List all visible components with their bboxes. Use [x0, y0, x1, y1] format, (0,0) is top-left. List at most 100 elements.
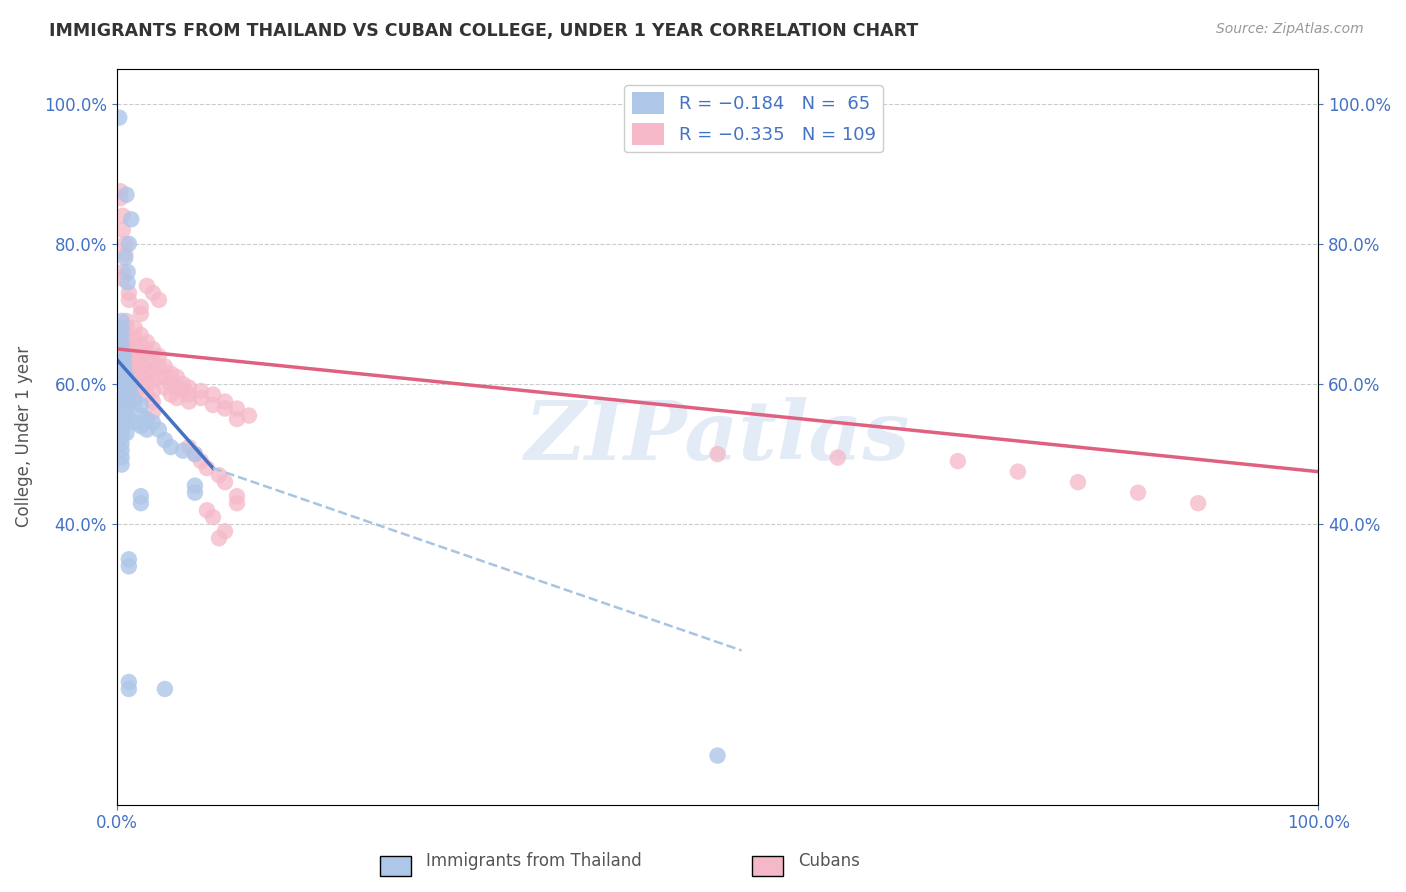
Point — [177, 380, 200, 394]
Point — [124, 363, 146, 377]
Point — [118, 559, 141, 574]
Point — [115, 342, 138, 356]
Point — [115, 334, 138, 349]
Point — [124, 342, 146, 356]
Point — [129, 349, 152, 363]
Point — [115, 391, 138, 405]
Text: IMMIGRANTS FROM THAILAND VS CUBAN COLLEGE, UNDER 1 YEAR CORRELATION CHART: IMMIGRANTS FROM THAILAND VS CUBAN COLLEG… — [49, 22, 918, 40]
Point — [111, 223, 134, 237]
Point — [124, 391, 146, 405]
Point — [129, 359, 152, 374]
Point — [111, 436, 134, 450]
Point — [195, 461, 218, 475]
Point — [184, 478, 207, 492]
Point — [111, 349, 134, 363]
Point — [226, 496, 249, 510]
Point — [111, 409, 134, 423]
Point — [112, 363, 135, 377]
Point — [201, 387, 224, 401]
Point — [166, 380, 188, 394]
Point — [135, 367, 157, 381]
Point — [111, 423, 134, 437]
Point — [153, 433, 176, 447]
Point — [115, 401, 138, 416]
Point — [129, 380, 152, 394]
Point — [172, 377, 194, 392]
Point — [110, 191, 132, 205]
Point — [201, 398, 224, 412]
Point — [118, 675, 141, 690]
Point — [124, 380, 146, 394]
Point — [118, 236, 141, 251]
Point — [129, 489, 152, 503]
Point — [190, 391, 212, 405]
Point — [129, 496, 152, 510]
Point — [111, 443, 134, 458]
Point — [142, 352, 165, 367]
Point — [208, 468, 231, 483]
Point — [135, 278, 157, 293]
Point — [177, 387, 200, 401]
Point — [111, 380, 134, 394]
Point — [214, 524, 236, 539]
Point — [110, 377, 132, 392]
Point — [238, 409, 260, 423]
Point — [117, 265, 139, 279]
Point — [195, 503, 218, 517]
Point — [201, 510, 224, 524]
Point — [226, 412, 249, 426]
Point — [135, 334, 157, 349]
Point — [214, 394, 236, 409]
Point — [1126, 485, 1149, 500]
Point — [111, 272, 134, 286]
Point — [124, 370, 146, 384]
Point — [190, 454, 212, 468]
Point — [115, 377, 138, 392]
Point — [135, 412, 157, 426]
Point — [124, 394, 146, 409]
Point — [115, 370, 138, 384]
Point — [160, 377, 183, 392]
Point — [108, 111, 131, 125]
Point — [129, 307, 152, 321]
Point — [827, 450, 849, 465]
Point — [135, 345, 157, 359]
Point — [148, 423, 170, 437]
Point — [142, 416, 165, 430]
Point — [111, 450, 134, 465]
Point — [111, 387, 134, 401]
Point — [124, 321, 146, 335]
Point — [172, 443, 194, 458]
Point — [115, 384, 138, 398]
Point — [226, 401, 249, 416]
Y-axis label: College, Under 1 year: College, Under 1 year — [15, 346, 32, 527]
Point — [111, 334, 134, 349]
Point — [135, 377, 157, 392]
Point — [118, 681, 141, 696]
Point — [166, 391, 188, 405]
Point — [142, 394, 165, 409]
Point — [115, 416, 138, 430]
Point — [111, 321, 134, 335]
Point — [129, 300, 152, 314]
Point — [111, 374, 134, 388]
Point — [153, 359, 176, 374]
Point — [115, 349, 138, 363]
Point — [135, 387, 157, 401]
Point — [142, 384, 165, 398]
Point — [118, 285, 141, 300]
Point — [184, 447, 207, 461]
Text: ZIPatlas: ZIPatlas — [524, 397, 910, 476]
Point — [153, 380, 176, 394]
Point — [117, 276, 139, 290]
Point — [111, 458, 134, 472]
Point — [1007, 465, 1029, 479]
Point — [115, 377, 138, 392]
Point — [114, 247, 136, 261]
Point — [111, 342, 134, 356]
Point — [172, 384, 194, 398]
Point — [115, 363, 138, 377]
Point — [1067, 475, 1090, 490]
Point — [118, 293, 141, 307]
Point — [177, 394, 200, 409]
